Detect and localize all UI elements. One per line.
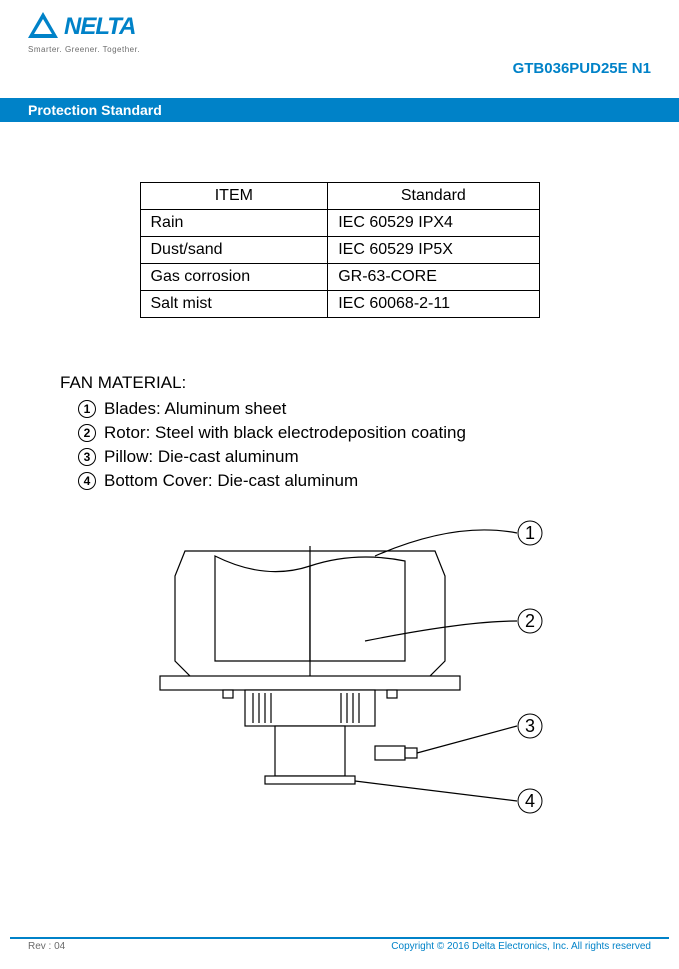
fan-technical-drawing: 1 2 3 4 bbox=[125, 511, 555, 831]
fan-material-heading: FAN MATERIAL: bbox=[60, 373, 619, 393]
brand-logo: NELTA Smarter. Greener. Together. bbox=[28, 12, 174, 54]
table-header-item: ITEM bbox=[140, 183, 328, 210]
table-row: Rain IEC 60529 IPX4 bbox=[140, 210, 539, 237]
circled-number-icon: 4 bbox=[78, 472, 96, 490]
material-text: Bottom Cover: Die-cast aluminum bbox=[104, 471, 358, 490]
table-cell: Dust/sand bbox=[140, 237, 328, 264]
callout-label: 1 bbox=[524, 523, 534, 543]
material-text: Rotor: Steel with black electrodepositio… bbox=[104, 423, 466, 442]
table-row: Dust/sand IEC 60529 IP5X bbox=[140, 237, 539, 264]
delta-triangle-icon bbox=[28, 12, 58, 43]
material-text: Blades: Aluminum sheet bbox=[104, 399, 286, 418]
material-text: Pillow: Die-cast aluminum bbox=[104, 447, 299, 466]
table-cell: IEC 60529 IP5X bbox=[328, 237, 539, 264]
circled-number-icon: 1 bbox=[78, 400, 96, 418]
copyright-text: Copyright © 2016 Delta Electronics, Inc.… bbox=[391, 941, 651, 952]
brand-wordmark: NELTA bbox=[64, 14, 174, 43]
table-cell: Gas corrosion bbox=[140, 264, 328, 291]
table-row: Salt mist IEC 60068-2-11 bbox=[140, 291, 539, 318]
circled-number-icon: 3 bbox=[78, 448, 96, 466]
fan-material-section: FAN MATERIAL: 1 Blades: Aluminum sheet 2… bbox=[60, 373, 619, 491]
svg-text:NELTA: NELTA bbox=[64, 14, 135, 38]
material-item: 2 Rotor: Steel with black electrodeposit… bbox=[78, 423, 619, 443]
document-code: GTB036PUD25E N1 bbox=[513, 60, 651, 77]
callout-label: 2 bbox=[524, 611, 534, 631]
revision-label: Rev : 04 bbox=[28, 941, 65, 952]
table-cell: IEC 60529 IPX4 bbox=[328, 210, 539, 237]
material-item: 1 Blades: Aluminum sheet bbox=[78, 399, 619, 419]
circled-number-icon: 2 bbox=[78, 424, 96, 442]
table-row: Gas corrosion GR-63-CORE bbox=[140, 264, 539, 291]
table-header-row: ITEM Standard bbox=[140, 183, 539, 210]
page-footer: Rev : 04 Copyright © 2016 Delta Electron… bbox=[0, 937, 679, 969]
standards-table: ITEM Standard Rain IEC 60529 IPX4 Dust/s… bbox=[140, 182, 540, 318]
table-cell: Salt mist bbox=[140, 291, 328, 318]
callout-label: 3 bbox=[524, 716, 534, 736]
table-cell: Rain bbox=[140, 210, 328, 237]
material-item: 4 Bottom Cover: Die-cast aluminum bbox=[78, 471, 619, 491]
section-title-bar: Protection Standard bbox=[0, 98, 679, 122]
table-header-standard: Standard bbox=[328, 183, 539, 210]
callout-label: 4 bbox=[524, 791, 534, 811]
table-cell: GR-63-CORE bbox=[328, 264, 539, 291]
brand-tagline: Smarter. Greener. Together. bbox=[28, 45, 174, 54]
material-item: 3 Pillow: Die-cast aluminum bbox=[78, 447, 619, 467]
table-cell: IEC 60068-2-11 bbox=[328, 291, 539, 318]
